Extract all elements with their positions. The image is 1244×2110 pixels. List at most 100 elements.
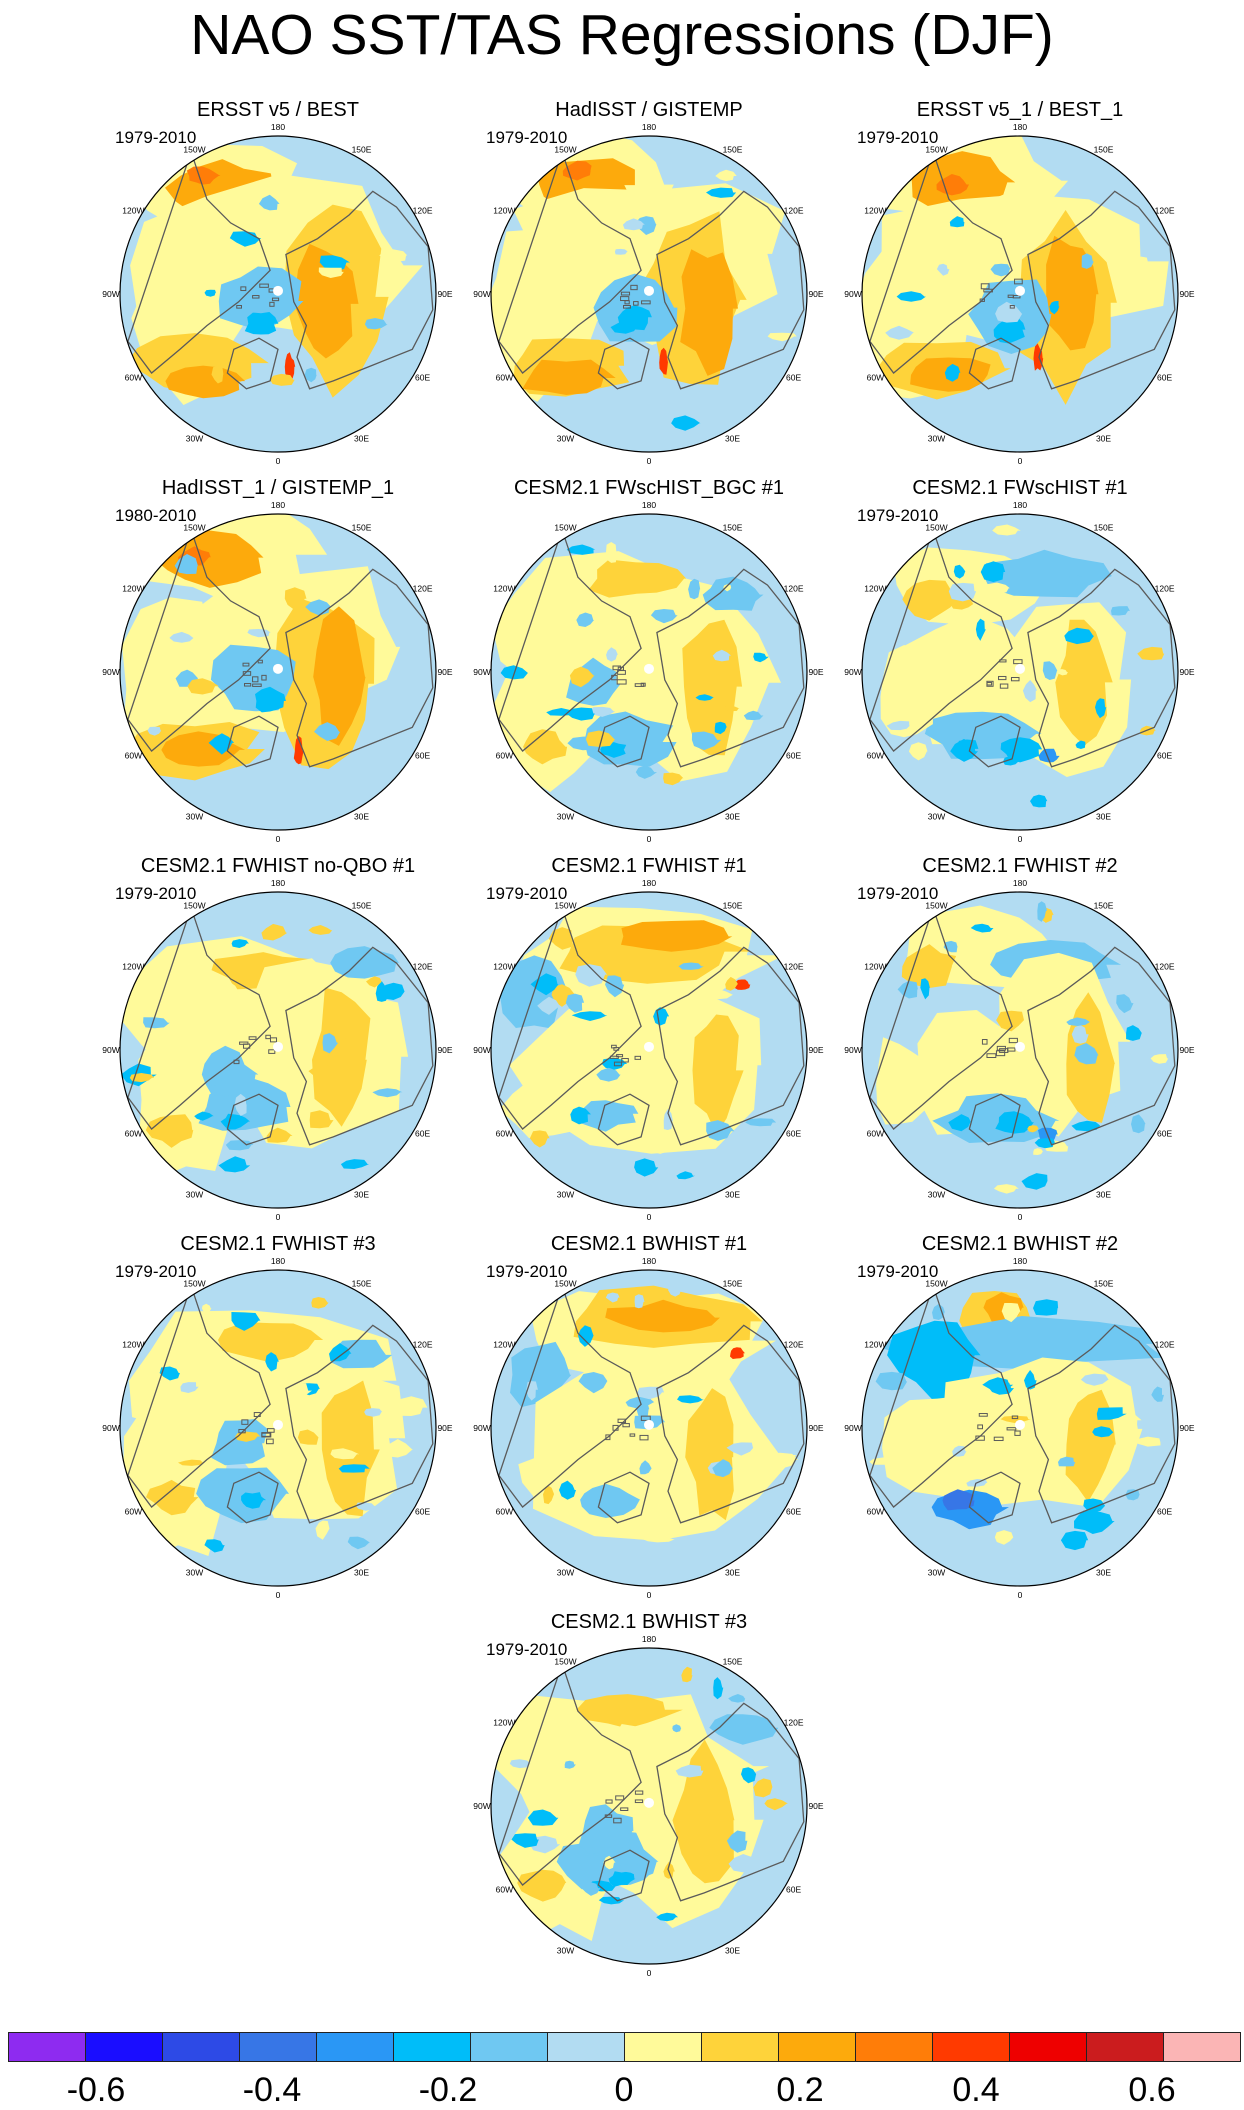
island-outline: [1014, 1430, 1021, 1436]
longitude-label: 180: [642, 1256, 656, 1266]
field-contour: [902, 579, 962, 621]
map-panel: 180 150E 120E 90E 60E 30E 0 30W 60W 90W 120W 150W CE…: [92, 1232, 464, 1602]
field-patch: [980, 561, 1006, 583]
field-patch: [330, 1448, 360, 1460]
panel-period: 1979-2010: [857, 506, 939, 525]
field-patch: [552, 198, 574, 223]
longitude-label: 150E: [723, 522, 743, 532]
longitude-label: 0: [1018, 456, 1023, 466]
field-patch: [309, 1110, 334, 1129]
island-outline: [634, 1055, 642, 1060]
field-patch: [1069, 575, 1086, 585]
colorbar-tick-label: 0: [614, 2071, 634, 2109]
field-patch: [178, 1459, 205, 1466]
longitude-label: 120E: [413, 1340, 433, 1350]
longitude-label: 90E: [437, 1423, 452, 1433]
longitude-label: 30W: [928, 1190, 945, 1200]
field-contour: [680, 249, 738, 376]
island-outline: [611, 674, 618, 681]
colorbar-tick-label: -0.4: [242, 2071, 302, 2109]
field-patch: [728, 1854, 757, 1873]
longitude-label: 90W: [473, 289, 490, 299]
field-contour: [255, 686, 286, 713]
field-patch: [340, 1159, 370, 1169]
map-panel: 180 150E 120E 90E 60E 30E 0 30W 60W 90W 120W 150W CE…: [463, 1232, 835, 1602]
field-patch: [308, 1065, 337, 1078]
field-contour: [517, 1869, 567, 1902]
panel-period: 1979-2010: [486, 128, 568, 147]
island-outline: [257, 659, 263, 664]
field-patch: [713, 1677, 724, 1700]
field-patch: [663, 1109, 673, 1130]
field-patch: [948, 1114, 971, 1132]
island-outline: [983, 288, 993, 293]
field-patch: [1027, 1125, 1039, 1133]
field-patch: [527, 1809, 559, 1826]
field-patch: [1037, 901, 1047, 922]
field-contour: [730, 1347, 745, 1359]
longitude-label: 30W: [557, 1568, 574, 1578]
map-border: [119, 1269, 437, 1587]
longitude-label: 90W: [844, 289, 861, 299]
island-outline: [611, 1044, 617, 1049]
field-patch: [619, 1864, 644, 1873]
field-patch: [1080, 1373, 1109, 1386]
longitude-label: 30W: [557, 1190, 574, 1200]
field-contour: [313, 606, 366, 746]
figure-title: NAO SST/TAS Regressions (DJF): [190, 3, 1054, 67]
colorbar-swatch: [1009, 2032, 1087, 2062]
field-patch: [546, 708, 576, 716]
polar-map: 180 150E 120E 90E 60E 30E 0 30W 60W 90W 120W 150W: [102, 1256, 453, 1600]
panel-period: 1979-2010: [857, 1262, 939, 1281]
colorbar-swatch: [1086, 2032, 1164, 2062]
field-patch: [677, 1395, 704, 1404]
longitude-label: 120W: [122, 962, 144, 972]
longitude-label: 30W: [928, 1568, 945, 1578]
island-outline: [252, 683, 262, 687]
longitude-label: 0: [647, 1590, 652, 1600]
pole-mask: [644, 1041, 654, 1052]
field-patch: [265, 1352, 279, 1372]
longitude-label: 150W: [554, 1656, 576, 1666]
colorbar-swatch: [316, 2032, 394, 2062]
coastline: [498, 1661, 642, 1886]
longitude-label: 60E: [415, 373, 430, 383]
field-patch: [1042, 1415, 1069, 1422]
field-patch: [712, 649, 732, 662]
field-patch: [174, 554, 198, 575]
longitude-label: 30E: [1096, 1190, 1111, 1200]
longitude-label: 150E: [1094, 144, 1114, 154]
island-outline: [613, 1817, 622, 1824]
field-patch: [953, 564, 966, 579]
field-patch: [681, 1666, 693, 1683]
longitude-label: 60E: [1157, 373, 1172, 383]
field-patch: [653, 1065, 671, 1080]
field-patch: [596, 1067, 621, 1082]
coastline: [869, 905, 1013, 1130]
field-patch: [1075, 740, 1086, 749]
field-patch: [1071, 1120, 1101, 1132]
panel-period: 1979-2010: [115, 1262, 197, 1281]
longitude-label: 120E: [1155, 962, 1175, 972]
island-outline: [981, 1039, 988, 1045]
regression-field: [862, 892, 1178, 1208]
longitude-label: 0: [647, 834, 652, 844]
longitude-label: 150E: [352, 144, 372, 154]
island-outline: [986, 680, 994, 687]
coastline: [656, 946, 805, 1146]
pole-mask: [644, 1419, 654, 1430]
map-panel: 180 150E 120E 90E 60E 30E 0 30W 60W 90W 120W 150W Ha…: [463, 98, 835, 468]
longitude-label: 120W: [493, 584, 515, 594]
island-outline: [252, 676, 259, 683]
field-patch: [218, 1156, 251, 1173]
field-contour: [580, 1483, 641, 1518]
longitude-label: 0: [1018, 834, 1023, 844]
coastline: [285, 190, 434, 390]
island-outline: [620, 291, 631, 296]
field-patch: [1095, 698, 1107, 719]
longitude-label: 0: [276, 834, 281, 844]
longitude-label: 90W: [102, 1045, 119, 1055]
island-outline: [999, 659, 1007, 663]
field-patch: [559, 1480, 576, 1500]
map-panel: 180 150E 120E 90E 60E 30E 0 30W 60W 90W 120W 150W CE…: [834, 854, 1206, 1224]
